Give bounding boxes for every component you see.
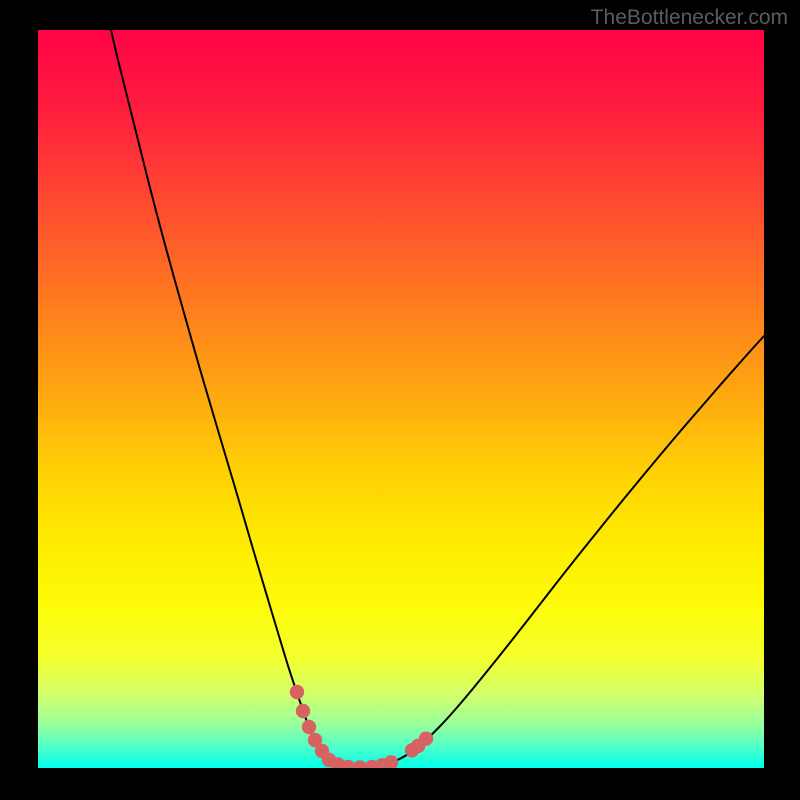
plot-area xyxy=(38,30,764,768)
bottleneck-curve xyxy=(111,30,764,767)
watermark-text: TheBottlenecker.com xyxy=(591,6,788,30)
chart-svg xyxy=(38,30,764,768)
marker-point xyxy=(384,755,398,768)
marker-point xyxy=(419,732,433,746)
marker-point xyxy=(296,704,310,718)
marker-point xyxy=(302,720,316,734)
marker-point xyxy=(290,685,304,699)
